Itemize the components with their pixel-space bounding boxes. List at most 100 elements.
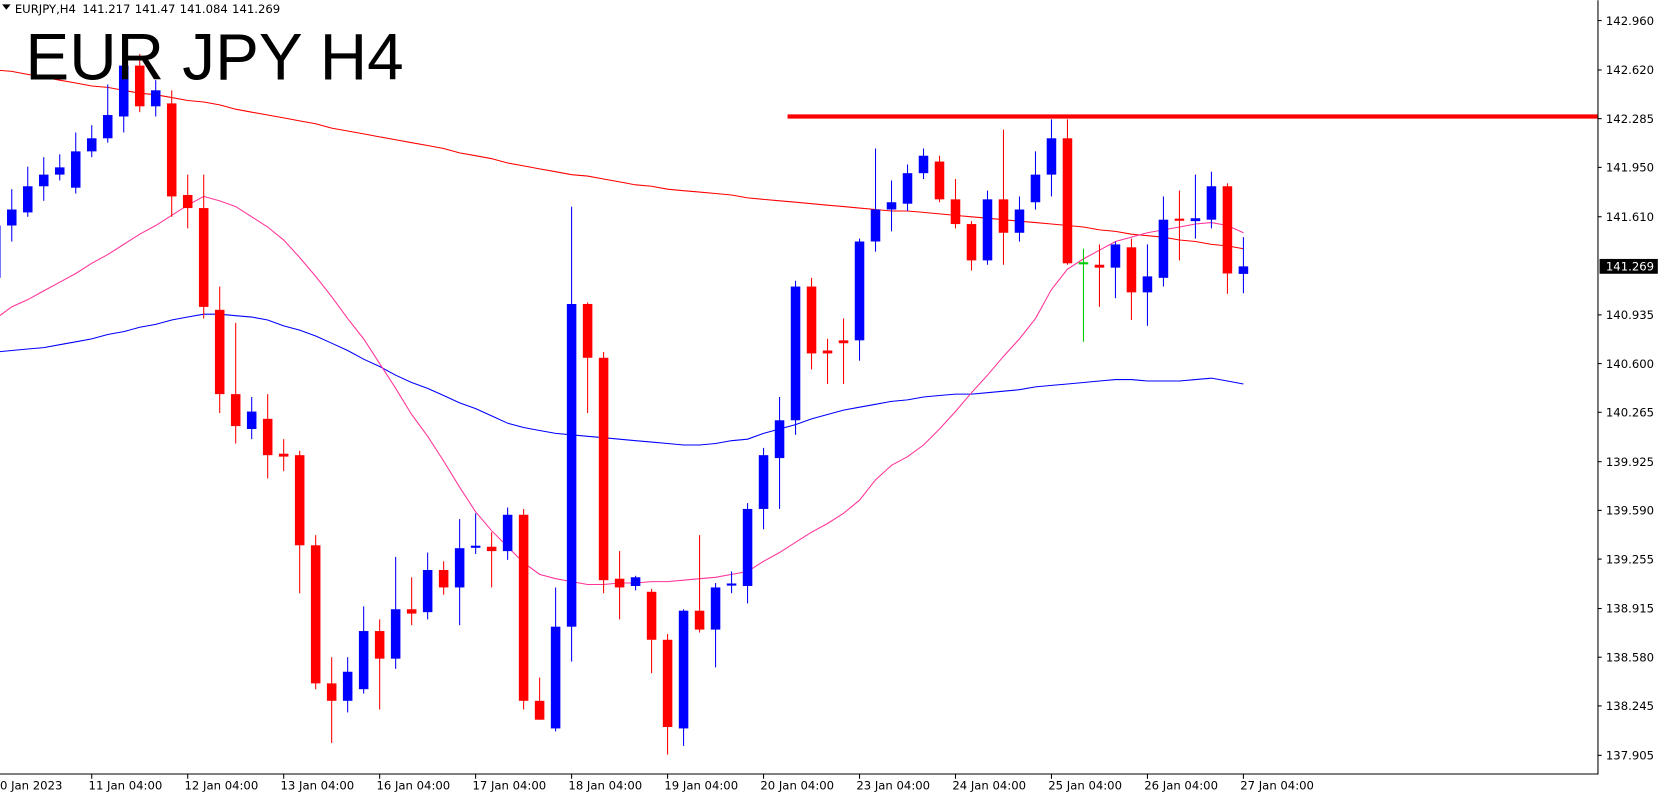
- candle-body: [1014, 209, 1025, 233]
- candle-body: [566, 303, 577, 627]
- y-tick-label: 139.925: [1606, 455, 1654, 469]
- candle-body: [630, 577, 641, 586]
- candle-body: [1126, 247, 1137, 293]
- candle-body: [774, 420, 785, 459]
- candle-body: [854, 241, 865, 341]
- candle-body: [182, 194, 193, 209]
- candle-body: [278, 453, 289, 457]
- header: EURJPY,H4 141.217 141.47 141.084 141.269: [15, 2, 280, 16]
- candle-body: [534, 700, 545, 720]
- price-label-box: [1599, 258, 1658, 274]
- candle-body: [582, 303, 593, 358]
- header-close: 141.269: [232, 2, 280, 16]
- y-tick-label: 140.935: [1606, 308, 1654, 322]
- x-tick-label: 17 Jan 04:00: [472, 778, 546, 792]
- candle-body: [358, 631, 369, 690]
- candle-body: [550, 626, 561, 729]
- y-tick-label: 140.600: [1606, 357, 1654, 371]
- candle-body: [390, 609, 401, 659]
- candle-body: [822, 350, 833, 354]
- y-tick-label: 140.265: [1606, 406, 1654, 420]
- candle-body: [422, 569, 433, 613]
- candle-body: [518, 514, 529, 701]
- candle-body: [118, 65, 129, 117]
- candle-body: [1046, 138, 1057, 175]
- candle-body: [134, 65, 145, 107]
- y-tick-label: 142.285: [1606, 112, 1654, 126]
- x-tick-label: 27 Jan 04:00: [1240, 778, 1314, 792]
- candle-body: [70, 151, 81, 188]
- candle-body: [454, 548, 465, 588]
- candle-body: [886, 202, 897, 210]
- moving-average: [0, 69, 1244, 250]
- candle-body: [710, 587, 721, 630]
- y-tick-label: 138.915: [1606, 602, 1654, 616]
- candle-body: [438, 569, 449, 588]
- y-tick-label: 137.905: [1606, 749, 1654, 763]
- candle-body: [262, 418, 273, 456]
- candle-body: [614, 578, 625, 588]
- candle-body: [758, 455, 769, 509]
- candle-body: [486, 546, 497, 552]
- candle-body: [214, 309, 225, 395]
- candle-body: [982, 199, 993, 261]
- x-tick-label: 19 Jan 04:00: [664, 778, 738, 792]
- candle-body: [742, 508, 753, 586]
- candle-body: [1190, 218, 1201, 222]
- candle-body: [790, 286, 801, 421]
- x-tick-label: 25 Jan 04:00: [1048, 778, 1122, 792]
- candle-body: [150, 90, 161, 107]
- candle-body: [38, 174, 49, 187]
- symbol: EURJPY,H4: [15, 2, 76, 16]
- candle-body: [934, 161, 945, 200]
- candle-body: [22, 186, 33, 213]
- candle-body: [662, 639, 673, 727]
- candle-body: [598, 357, 609, 581]
- candle-body: [1062, 138, 1073, 264]
- menu-triangle[interactable]: [2, 4, 11, 10]
- candle-body: [1142, 276, 1153, 293]
- x-tick-label: 12 Jan 04:00: [185, 778, 259, 792]
- candle-body: [1158, 219, 1169, 278]
- candle-body: [1174, 218, 1185, 221]
- x-tick-label: 23 Jan 04:00: [856, 778, 930, 792]
- candle-body: [86, 138, 97, 152]
- x-tick-label: 20 Jan 04:00: [760, 778, 834, 792]
- plot-area: [0, 53, 1598, 755]
- candle-body: [870, 209, 881, 242]
- candle-body: [998, 199, 1009, 233]
- candle-body: [806, 286, 817, 354]
- candle-body: [950, 199, 961, 225]
- y-tick-label: 142.620: [1606, 63, 1654, 77]
- chart-title: EUR JPY H4: [25, 21, 403, 94]
- candle-body: [0, 225, 1, 278]
- candle-body: [294, 455, 305, 546]
- candle-body: [246, 411, 257, 430]
- x-tick-label: 16 Jan 04:00: [376, 778, 450, 792]
- y-tick-label: 141.950: [1606, 161, 1654, 175]
- candle-body: [406, 609, 417, 614]
- candle-body: [1110, 244, 1121, 268]
- y-tick-label: 142.960: [1606, 14, 1654, 28]
- candle-body: [838, 340, 849, 344]
- candle-body: [342, 671, 353, 701]
- candle-body: [102, 115, 113, 139]
- candle-body: [726, 583, 737, 586]
- candle-body: [502, 514, 513, 552]
- candle-body: [470, 545, 481, 548]
- candle-body: [646, 591, 657, 640]
- candle-body: [966, 224, 977, 261]
- candle-body: [1094, 264, 1105, 268]
- header-high: 141.47: [135, 2, 176, 16]
- candle-body: [902, 173, 913, 204]
- candle-body: [198, 208, 209, 307]
- y-tick-label: 139.255: [1606, 552, 1654, 566]
- candle-body: [6, 209, 17, 226]
- x-tick-label: 26 Jan 04:00: [1144, 778, 1218, 792]
- x-tick-label: 24 Jan 04:00: [952, 778, 1026, 792]
- header-low: 141.084: [180, 2, 228, 16]
- header-open: 141.217: [82, 2, 130, 16]
- candle-body: [374, 631, 385, 659]
